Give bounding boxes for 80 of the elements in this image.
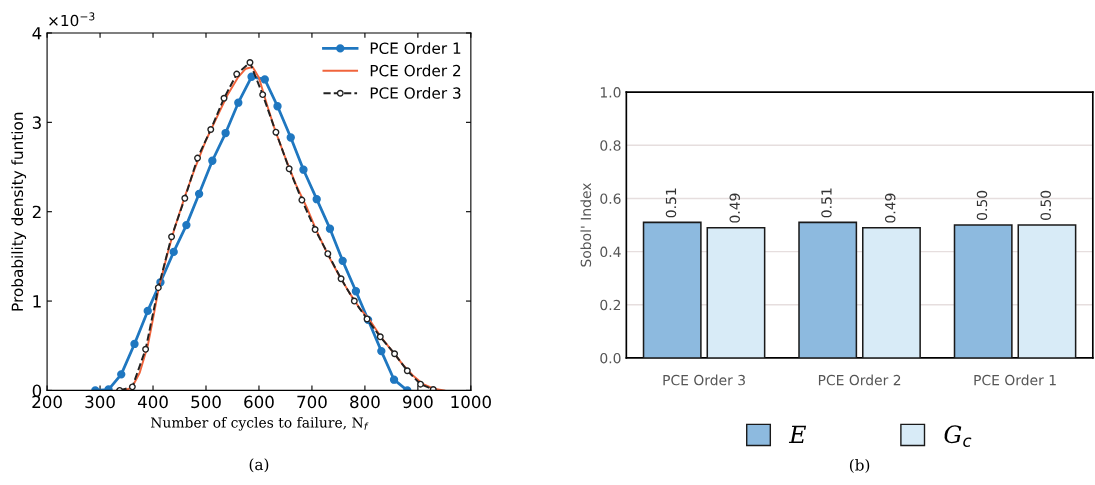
point — [181, 194, 189, 202]
data-label: 0.49 — [729, 193, 740, 223]
x-tick-label: PCE Order 2 — [818, 374, 901, 386]
y-tick-label: 4 — [32, 27, 42, 40]
point — [194, 154, 201, 162]
point — [168, 233, 176, 241]
data-label: 0.50 — [976, 190, 988, 220]
point — [234, 98, 243, 107]
legend-label: PCE Order 3 — [370, 87, 461, 99]
point — [143, 306, 152, 316]
x-tick-label: 400 — [137, 395, 168, 409]
text: (b) — [849, 458, 870, 473]
point — [286, 133, 295, 142]
y-tick-label: 2 — [32, 205, 41, 219]
text: (a) — [249, 458, 269, 473]
point — [169, 247, 178, 257]
point — [130, 339, 139, 349]
y-tick-label: 1.0 — [600, 87, 621, 98]
point — [312, 195, 321, 204]
y-tick-label: 0.6 — [600, 193, 621, 204]
point — [142, 345, 150, 353]
point — [338, 256, 347, 266]
x-tick-label: 200 — [32, 395, 62, 409]
x-tick-label: 700 — [297, 395, 327, 409]
point — [260, 75, 269, 84]
y-tick-label: 1 — [33, 295, 41, 308]
point — [389, 375, 399, 384]
y-axis-title: Sobol' Index — [580, 183, 592, 267]
legend-label: E — [788, 425, 807, 444]
x-axis-title: Number of cycles to failure, N$_{f}$ — [150, 416, 369, 431]
point — [403, 367, 411, 375]
y-tick-label: 0.0 — [600, 352, 621, 364]
point — [376, 333, 384, 341]
text: ×10$^{−3}$ — [49, 12, 95, 27]
point — [351, 287, 361, 296]
x-tick-label: 600 — [244, 395, 274, 409]
point — [311, 226, 319, 234]
point — [154, 284, 162, 292]
point — [221, 128, 230, 138]
point — [272, 128, 280, 136]
x-tick-label: 800 — [350, 395, 380, 409]
point — [325, 224, 335, 233]
point — [259, 91, 267, 99]
point — [298, 196, 306, 204]
point — [324, 250, 332, 258]
y-tick-label: 3 — [32, 116, 41, 129]
x-tick-label: 300 — [85, 395, 115, 409]
point — [233, 70, 241, 78]
point — [128, 383, 136, 391]
x-tick-label: PCE Order 1 — [974, 374, 1056, 386]
point — [391, 350, 399, 358]
x-tick-label: 1000 — [451, 395, 491, 409]
point — [273, 102, 282, 111]
y-tick-label: 0.8 — [600, 140, 621, 151]
legend-label: G$_{c}$ — [944, 425, 972, 447]
point — [117, 370, 126, 379]
data-label: 0.49 — [884, 193, 896, 223]
point — [220, 94, 228, 102]
y-axis-title: Probability density funtion — [11, 112, 27, 311]
point — [337, 275, 345, 283]
legend-label: PCE Order 2 — [370, 64, 461, 77]
point — [417, 380, 425, 388]
point — [208, 156, 217, 165]
point — [194, 189, 204, 198]
y-tick-label: 0.2 — [600, 299, 621, 311]
data-label: 0.50 — [1040, 190, 1051, 220]
legend-label: PCE Order 1 — [370, 42, 461, 54]
x-tick-label: 500 — [191, 395, 221, 409]
point — [246, 58, 254, 66]
point — [207, 126, 215, 133]
point — [350, 297, 358, 305]
data-label: 0.51 — [665, 188, 677, 218]
x-tick-label: 900 — [403, 395, 433, 409]
x-tick-label: PCE Order 3 — [663, 374, 745, 386]
point — [299, 165, 308, 174]
data-label: 0.51 — [821, 188, 832, 218]
point — [182, 220, 191, 230]
point — [377, 346, 386, 356]
y-tick-label: 0.4 — [600, 246, 621, 258]
point — [285, 165, 293, 173]
